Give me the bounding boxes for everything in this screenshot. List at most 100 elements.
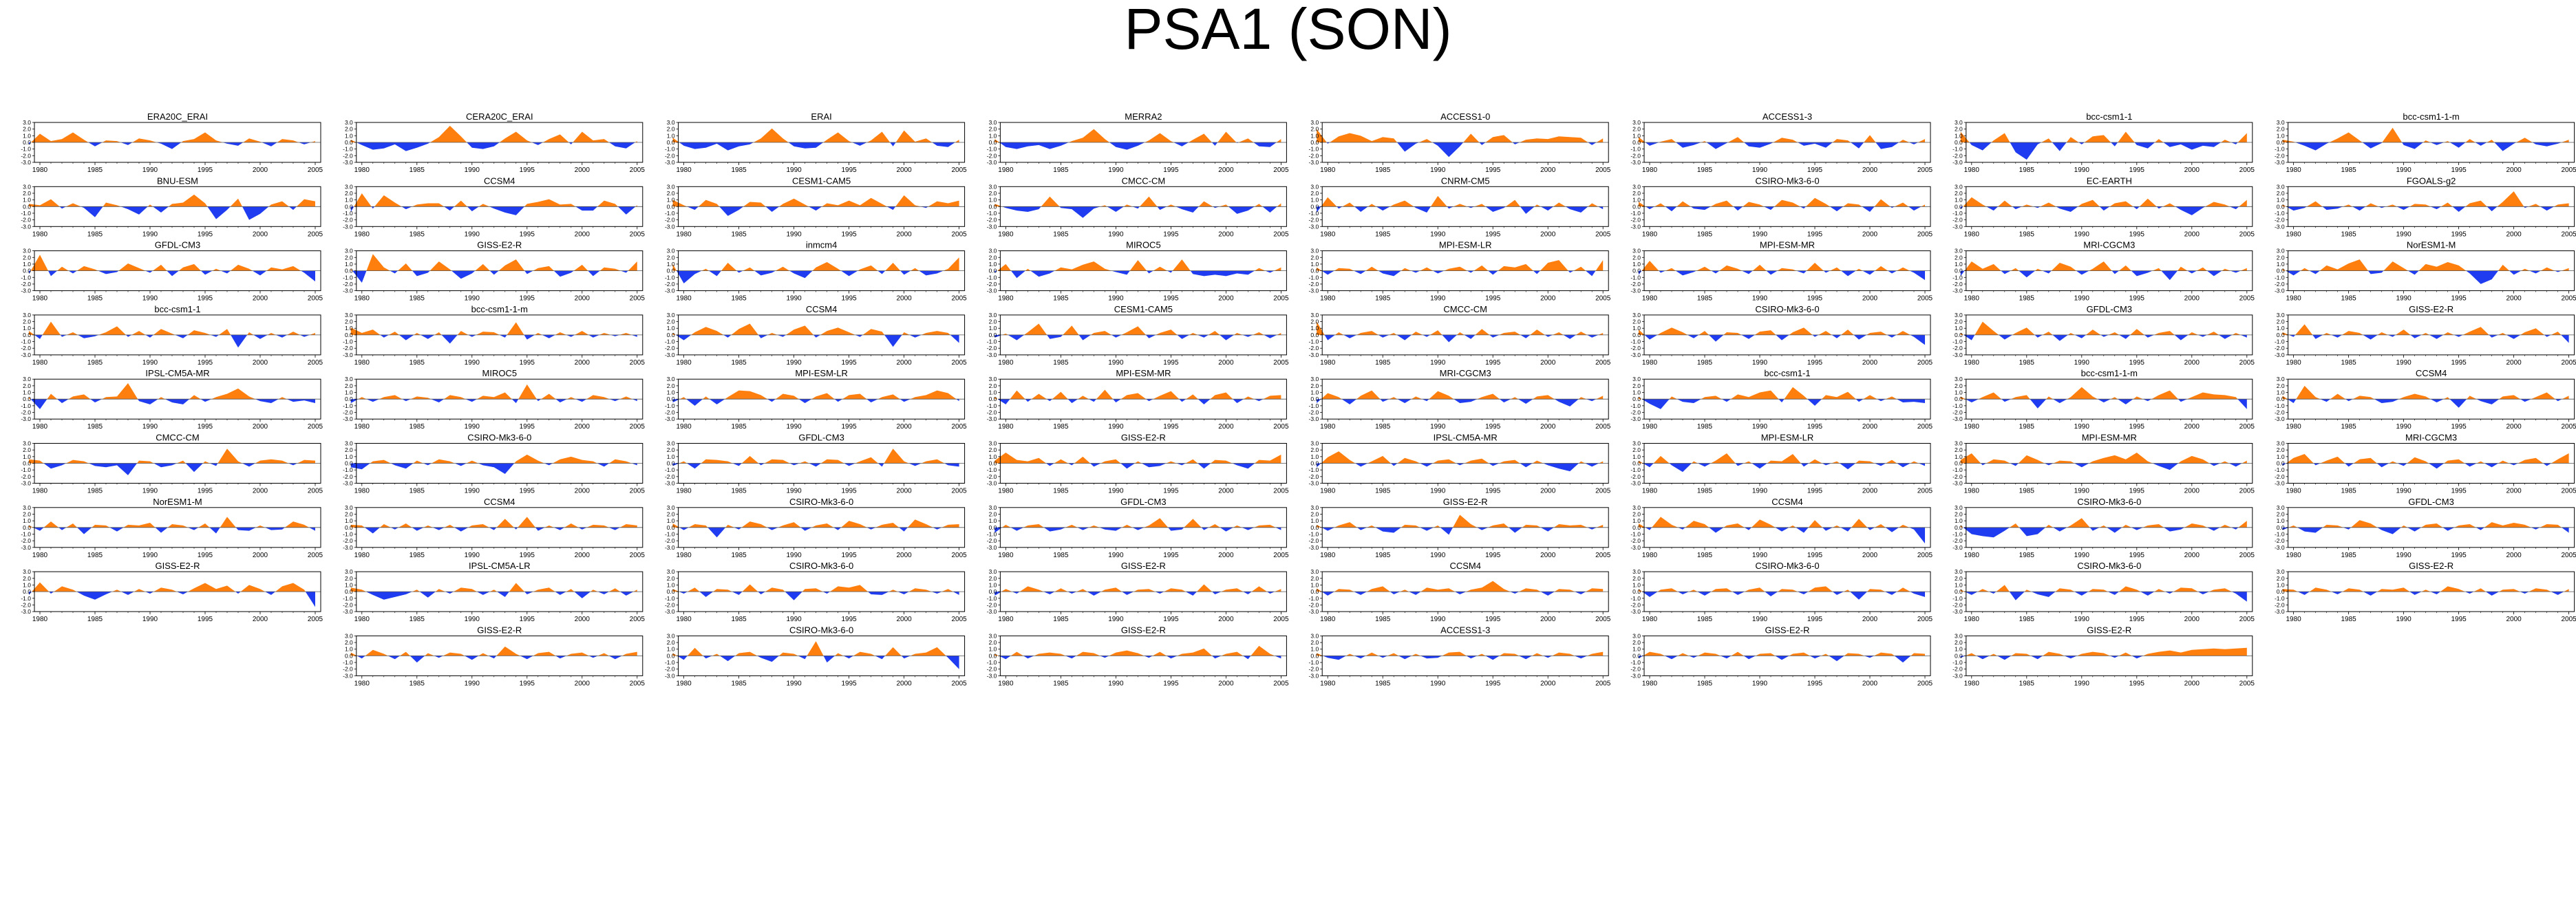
y-tick-label: 2.0 — [1310, 575, 1319, 582]
panel-title: bcc-csm1-1-m — [471, 304, 528, 314]
panel-title: inmcm4 — [806, 240, 838, 250]
y-tick-label: 0.0 — [345, 268, 353, 274]
y-tick-label: 0.0 — [1310, 203, 1319, 210]
x-tick-label: 1980 — [2286, 552, 2301, 559]
y-tick-label: -1.0 — [1952, 210, 1963, 217]
y-tick-label: 0.0 — [1632, 203, 1641, 210]
x-tick-label: 2000 — [2184, 423, 2200, 431]
x-tick-label: 2000 — [253, 488, 268, 495]
x-tick-label: 1985 — [409, 552, 425, 559]
panel-title: MRI-CGCM3 — [2405, 433, 2457, 443]
x-tick-label: 2005 — [1595, 295, 1611, 303]
x-tick-label: 1980 — [1320, 552, 1336, 559]
negative-area — [1317, 142, 1604, 158]
x-tick-label: 2000 — [575, 359, 590, 367]
panel-title: CMCC-CM — [1443, 304, 1487, 314]
x-tick-label: 1995 — [1807, 359, 1823, 367]
positive-area — [1317, 651, 1604, 656]
x-tick-label: 1990 — [786, 230, 802, 238]
x-tick-label: 1980 — [1642, 166, 1658, 174]
x-tick-label: 1990 — [786, 488, 802, 495]
x-tick-label: 2005 — [1917, 616, 1933, 623]
y-tick-label: 0.0 — [667, 460, 675, 467]
x-tick-label: 2005 — [630, 423, 646, 431]
x-tick-label: 1980 — [1320, 423, 1336, 431]
x-tick-label: 1990 — [465, 166, 480, 174]
x-tick-label: 1990 — [2074, 552, 2090, 559]
y-tick-label: 1.0 — [989, 581, 997, 588]
panel-50: CSIRO-Mk3-6-03.02.01.00.0-1.0-2.0-3.0198… — [665, 497, 967, 559]
x-tick-label: 1980 — [2286, 423, 2301, 431]
negative-area — [350, 463, 637, 474]
y-tick-label: -1.0 — [1309, 466, 1319, 473]
y-tick-label: 3.0 — [1955, 632, 1963, 639]
y-tick-label: -2.0 — [987, 601, 997, 608]
x-tick-label: 1980 — [1320, 166, 1336, 174]
y-tick-label: 0.0 — [989, 139, 997, 146]
y-tick-label: -1.0 — [1630, 210, 1641, 217]
x-tick-label: 1995 — [1807, 295, 1823, 303]
y-tick-label: 2.0 — [667, 575, 675, 582]
x-tick-label: 2000 — [253, 230, 268, 238]
x-tick-label: 1990 — [1430, 423, 1446, 431]
y-tick-label: -3.0 — [1630, 352, 1641, 358]
y-tick-label: 0.0 — [2277, 203, 2285, 210]
y-tick-label: 3.0 — [2277, 376, 2285, 382]
x-tick-label: 1995 — [1163, 616, 1179, 623]
x-tick-label: 2000 — [1862, 359, 1878, 367]
y-tick-label: 2.0 — [23, 446, 31, 453]
x-tick-label: 1985 — [2341, 488, 2356, 495]
y-tick-label: -1.0 — [2275, 466, 2285, 473]
panel-title: CCSM4 — [1771, 497, 1803, 507]
x-tick-label: 1995 — [1807, 166, 1823, 174]
positive-area — [672, 448, 959, 464]
y-tick-label: 1.0 — [989, 453, 997, 460]
y-tick-label: 1.0 — [1310, 453, 1319, 460]
y-tick-label: 3.0 — [667, 119, 675, 126]
y-tick-label: -3.0 — [1309, 544, 1319, 551]
x-tick-label: 1990 — [142, 552, 158, 559]
y-tick-label: 1.0 — [23, 325, 31, 332]
positive-area — [29, 582, 315, 592]
x-tick-label: 1990 — [142, 295, 158, 303]
x-tick-label: 1990 — [2074, 166, 2090, 174]
y-tick-label: 2.0 — [2277, 126, 2285, 133]
x-tick-label: 1980 — [1964, 359, 1980, 367]
y-tick-label: 1.0 — [345, 389, 353, 396]
x-tick-label: 2005 — [630, 680, 646, 687]
x-tick-label: 1990 — [2074, 616, 2090, 623]
y-tick-label: 2.0 — [667, 318, 675, 325]
x-tick-label: 2005 — [1917, 359, 1933, 367]
x-tick-label: 2000 — [575, 295, 590, 303]
x-tick-label: 1995 — [198, 488, 213, 495]
positive-area — [2282, 385, 2569, 400]
y-tick-label: 1.0 — [1310, 517, 1319, 524]
x-tick-label: 1980 — [32, 552, 48, 559]
y-tick-label: -2.0 — [343, 666, 353, 673]
panel-61: CSIRO-Mk3-6-03.02.01.00.0-1.0-2.0-3.0198… — [1630, 561, 1933, 623]
x-tick-label: 1985 — [409, 166, 425, 174]
x-tick-label: 1985 — [731, 488, 747, 495]
y-tick-label: 1.0 — [667, 646, 675, 653]
x-tick-label: 1995 — [841, 359, 857, 367]
x-tick-label: 1995 — [1485, 616, 1501, 623]
y-tick-label: 0.0 — [2277, 268, 2285, 274]
x-tick-label: 1985 — [1053, 552, 1069, 559]
x-tick-label: 1980 — [2286, 166, 2301, 174]
y-tick-label: 2.0 — [667, 126, 675, 133]
y-tick-label: 2.0 — [2277, 575, 2285, 582]
y-tick-label: -1.0 — [2275, 210, 2285, 217]
y-tick-label: -3.0 — [987, 352, 997, 358]
x-tick-label: 2000 — [253, 295, 268, 303]
y-tick-label: 1.0 — [345, 325, 353, 332]
positive-area — [350, 125, 637, 142]
x-tick-label: 1980 — [1320, 359, 1336, 367]
negative-area — [2282, 142, 2569, 151]
x-tick-label: 1980 — [998, 488, 1014, 495]
x-tick-label: 1990 — [1108, 295, 1124, 303]
